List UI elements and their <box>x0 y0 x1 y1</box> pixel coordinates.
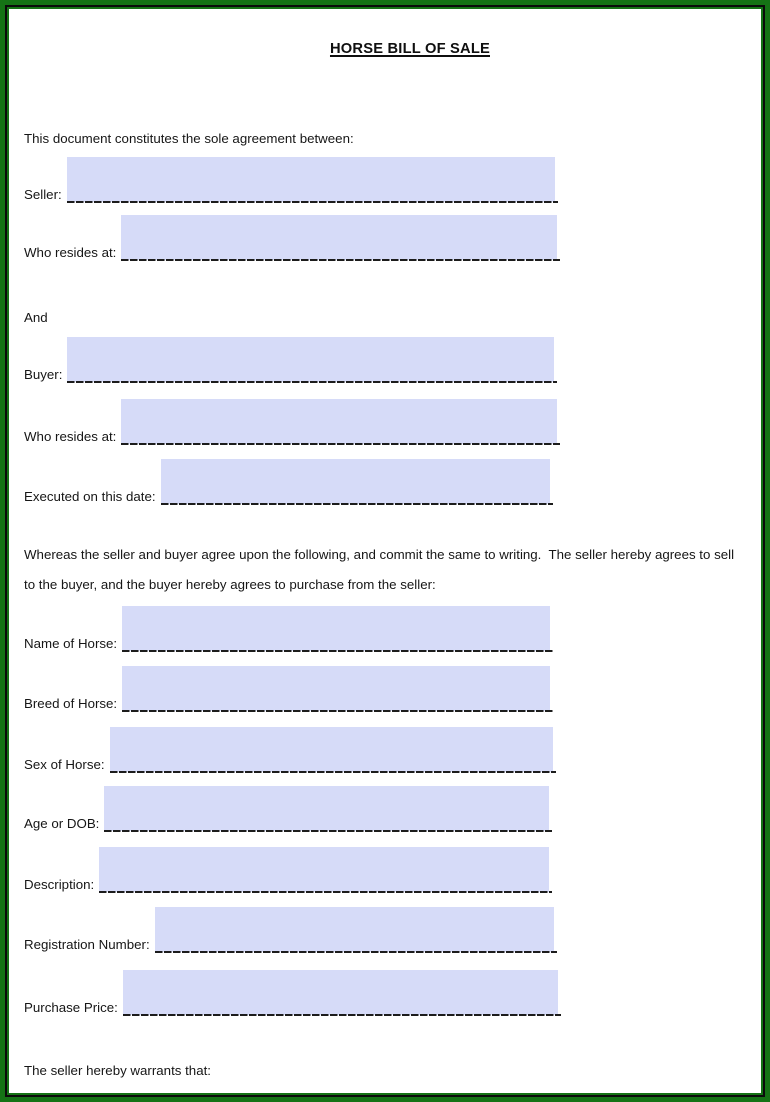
age-or-dob-input[interactable] <box>104 786 549 831</box>
seller-label: Seller: <box>24 187 62 202</box>
buyer-input[interactable] <box>67 337 554 382</box>
seller-residence-input[interactable] <box>121 215 557 260</box>
age-or-dob-row: Age or DOB: <box>24 786 552 833</box>
horse-name-row: Name of Horse: <box>24 606 553 653</box>
executed-date-input[interactable] <box>160 459 550 504</box>
buyer-label: Buyer: <box>24 367 63 382</box>
horse-sex-label: Sex of Horse: <box>24 757 105 772</box>
buyer-line <box>67 337 557 384</box>
horse-sex-row: Sex of Horse: <box>24 727 557 774</box>
buyer-row: Buyer: <box>24 337 557 384</box>
purchase-price-input[interactable] <box>122 970 558 1015</box>
registration-number-row: Registration Number: <box>24 907 558 954</box>
seller-residence-row: Who resides at: <box>24 215 560 262</box>
horse-name-line <box>122 606 553 653</box>
seller-residence-line <box>121 215 560 262</box>
whereas-line-1: Whereas the seller and buyer agree upon … <box>24 547 735 562</box>
age-or-dob-line <box>104 786 552 833</box>
registration-number-line <box>154 907 558 954</box>
executed-date-line <box>160 459 554 506</box>
buyer-residence-input[interactable] <box>121 399 557 444</box>
registration-number-label: Registration Number: <box>24 937 150 952</box>
page-title: HORSE BILL OF SALE <box>329 41 490 57</box>
title-row: HORSE BILL OF SALE <box>0 40 770 58</box>
horse-breed-label: Breed of Horse: <box>24 696 118 711</box>
connector-text: And <box>24 310 48 325</box>
whereas-line-2: to the buyer, and the buyer hereby agree… <box>24 577 436 592</box>
intro-text: This document constitutes the sole agree… <box>24 131 354 146</box>
buyer-residence-row: Who resides at: <box>24 399 560 446</box>
description-line <box>99 847 552 894</box>
seller-line <box>66 157 559 204</box>
horse-sex-line <box>109 727 557 774</box>
horse-name-label: Name of Horse: <box>24 636 118 651</box>
warrants-text: The seller hereby warrants that: <box>24 1063 211 1078</box>
purchase-price-row: Purchase Price: <box>24 970 562 1017</box>
horse-breed-line <box>122 666 553 713</box>
description-label: Description: <box>24 877 95 892</box>
buyer-residence-line <box>121 399 560 446</box>
executed-date-label: Executed on this date: <box>24 489 156 504</box>
horse-breed-input[interactable] <box>122 666 550 711</box>
age-or-dob-label: Age or DOB: <box>24 816 100 831</box>
buyer-residence-label: Who resides at: <box>24 429 117 444</box>
purchase-price-label: Purchase Price: <box>24 1000 118 1015</box>
description-input[interactable] <box>99 847 549 892</box>
executed-date-row: Executed on this date: <box>24 459 554 506</box>
horse-sex-input[interactable] <box>109 727 553 772</box>
description-row: Description: <box>24 847 552 894</box>
purchase-price-line <box>122 970 562 1017</box>
horse-name-input[interactable] <box>122 606 550 651</box>
seller-input[interactable] <box>66 157 555 202</box>
registration-number-input[interactable] <box>154 907 554 952</box>
seller-residence-label: Who resides at: <box>24 245 117 260</box>
whereas-paragraph: Whereas the seller and buyer agree upon … <box>24 540 734 600</box>
horse-breed-row: Breed of Horse: <box>24 666 553 713</box>
seller-row: Seller: <box>24 157 559 204</box>
